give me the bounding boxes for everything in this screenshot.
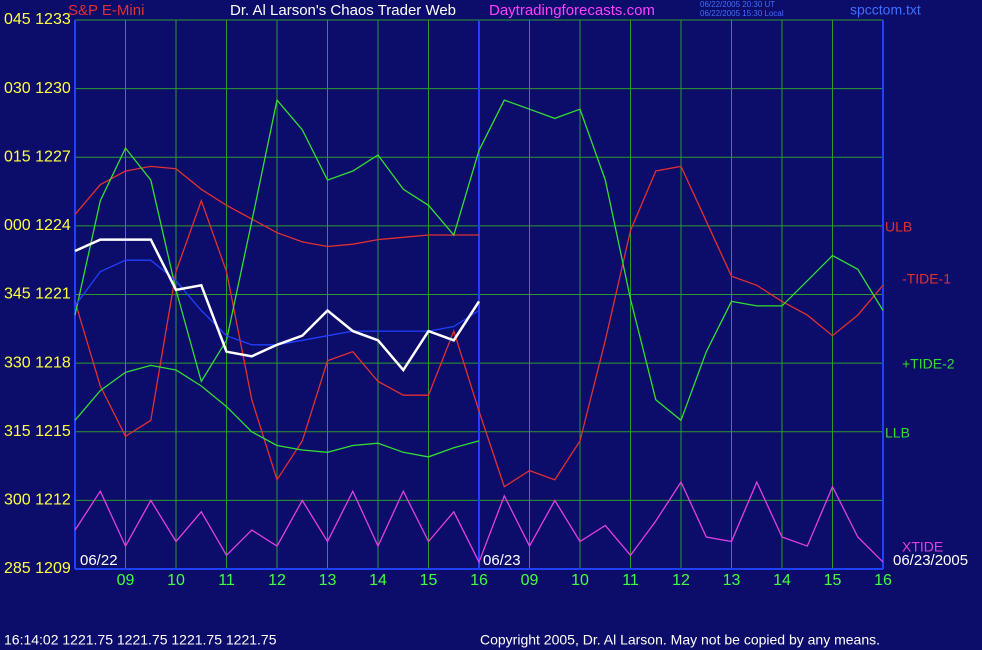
y-tick-label: 030 1230 — [4, 80, 71, 97]
legend-label: ULB — [885, 219, 912, 235]
x-tick-label: 12 — [672, 572, 690, 589]
y-tick-label: 330 1218 — [4, 354, 71, 371]
x-tick-label: 14 — [369, 572, 387, 589]
date-label: 06/23/2005 — [893, 552, 968, 569]
x-tick-label: 13 — [723, 572, 741, 589]
x-tick-label: 11 — [218, 572, 235, 589]
x-tick-label: 10 — [571, 572, 589, 589]
instrument: S&P E-Mini — [68, 2, 144, 19]
x-tick-label: 12 — [268, 572, 286, 589]
x-tick-label: 10 — [167, 572, 185, 589]
x-tick-label: 16 — [874, 572, 892, 589]
legend-label: LLB — [885, 425, 910, 441]
legend-label: -TIDE-1 — [902, 271, 951, 287]
y-tick-label: 345 1221 — [4, 286, 71, 303]
status-line: 16:14:02 1221.75 1221.75 1221.75 1221.75 — [4, 632, 277, 648]
x-tick-label: 15 — [824, 572, 842, 589]
series-line — [74, 165, 479, 248]
timestamp: 06/22/2005 20:30 UT — [700, 0, 775, 9]
grid — [74, 19, 884, 570]
series-line — [74, 238, 481, 373]
chart-title: Dr. Al Larson's Chaos Trader Web — [230, 2, 456, 19]
legend-label: +TIDE-2 — [902, 356, 955, 372]
plot — [74, 98, 884, 564]
y-tick-label: 315 1215 — [4, 423, 71, 440]
series-line — [74, 165, 884, 488]
copyright: Copyright 2005, Dr. Al Larson. May not b… — [480, 632, 880, 648]
chart-subtitle: Daytradingforecasts.com — [489, 2, 655, 19]
y-tick-label: 015 1227 — [4, 148, 71, 165]
y-tick-label: 045 1233 — [4, 11, 71, 28]
series-line — [74, 98, 884, 422]
x-tick-label: 16 — [470, 572, 488, 589]
x-tick-label: 09 — [117, 572, 135, 589]
file-name: spcctom.txt — [850, 2, 921, 18]
y-tick-label: 285 1209 — [4, 560, 71, 577]
x-tick-label: 14 — [773, 572, 791, 589]
legend-label: XTIDE — [902, 539, 943, 555]
series-line — [74, 480, 884, 564]
x-tick-label: 13 — [319, 572, 337, 589]
date-label: 06/23 — [483, 552, 521, 569]
x-tick-label: 09 — [521, 572, 539, 589]
y-tick-label: 300 1212 — [4, 492, 71, 509]
x-tick-label: 11 — [622, 572, 639, 589]
date-label: 06/22 — [80, 552, 118, 569]
x-tick-label: 15 — [420, 572, 438, 589]
series-line — [74, 364, 480, 458]
y-tick-label: 000 1224 — [4, 217, 71, 234]
timestamp: 06/22/2005 15:30 Local — [700, 9, 784, 18]
